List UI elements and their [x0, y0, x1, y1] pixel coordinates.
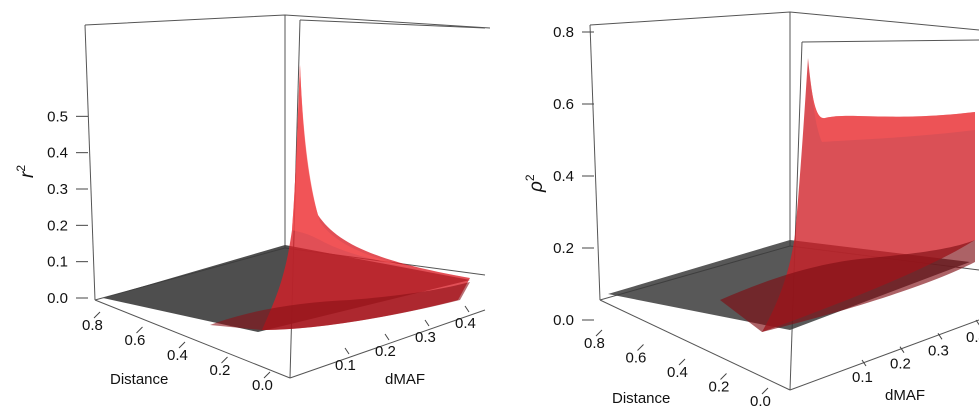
- y-tick-label: 0.1: [335, 357, 356, 374]
- x-tick-label: 0.8: [82, 317, 103, 334]
- y-tick-label: 0.3: [928, 342, 949, 359]
- box-left-back-edge: [589, 24, 601, 301]
- box-floor-front-right: [289, 309, 486, 379]
- z-tick-label: 0.8: [553, 24, 574, 41]
- z-tick-label: 0.2: [553, 240, 574, 257]
- distance-tick-group: 0.8 0.6 0.4 0.2 0.0: [82, 311, 273, 394]
- box-floor-front-left: [599, 299, 791, 391]
- z-tick-group: 0.0 0.2 0.4 0.6 0.8: [553, 24, 594, 329]
- chart-rho2-svg: 0.0 0.2 0.4 0.6 0.8 ρ2 0.8 0.6 0.4 0.2 0.0 Dista…: [523, 11, 979, 410]
- chart-panel-r2: 0.0 0.1 0.2 0.3 0.4 0.5 r2 0.8 0.6 0.4 0.2 0.0 Di…: [14, 14, 490, 394]
- y-tick-label: 0.2: [375, 343, 396, 360]
- y-tick-label: 0.4: [455, 315, 476, 332]
- x-tick-mark: [93, 311, 101, 319]
- y-tick-label: 0.4: [966, 329, 979, 346]
- x-tick-label: 0.0: [750, 393, 771, 410]
- box-floor-front-left: [94, 299, 291, 379]
- x-tick-mark: [595, 329, 603, 337]
- dmaf-tick-group: 0.1 0.2 0.3 0.4: [335, 305, 476, 374]
- x-tick-label: 0.6: [125, 332, 146, 349]
- z-tick-label: 0.5: [47, 108, 68, 125]
- box-top-back: [589, 11, 979, 31]
- z-tick-label: 0.0: [47, 290, 68, 307]
- x-tick-mark: [678, 358, 686, 366]
- z-tick-label: 0.1: [47, 254, 68, 271]
- x-tick-mark: [178, 341, 186, 349]
- z-axis-title: ρ2: [523, 174, 547, 193]
- x-tick-label: 0.4: [667, 364, 688, 381]
- y-tick-mark: [464, 305, 470, 313]
- box-front-vertical: [789, 41, 803, 391]
- x-tick-mark: [221, 356, 228, 364]
- surface-red-shadow: [210, 282, 470, 330]
- x-axis-title: Distance: [612, 390, 670, 407]
- box-top-front: [801, 39, 979, 43]
- z-tick-label: 0.6: [553, 96, 574, 113]
- surface-red-highlight: [808, 58, 975, 142]
- x-tick-label: 0.4: [167, 347, 188, 364]
- x-tick-mark: [637, 344, 644, 351]
- distance-tick-group: 0.8 0.6 0.4 0.2 0.0: [584, 329, 771, 410]
- z-tick-group: 0.0 0.1 0.2 0.3 0.4 0.5: [47, 108, 88, 307]
- x-tick-mark: [263, 371, 271, 379]
- dmaf-tick-group: 0.1 0.2 0.3 0.4: [852, 319, 979, 386]
- y-tick-label: 0.1: [852, 369, 873, 386]
- x-tick-mark: [720, 373, 727, 380]
- chart-panel-rho2: 0.0 0.2 0.4 0.6 0.8 ρ2 0.8 0.6 0.4 0.2 0.0 Dista…: [490, 0, 979, 418]
- y-tick-mark: [975, 319, 979, 326]
- surface-red-shadow: [720, 240, 975, 332]
- y-tick-mark: [861, 359, 867, 367]
- z-tick-label: 0.3: [47, 181, 68, 198]
- z-tick-label: 0.0: [553, 312, 574, 329]
- box-top-front: [299, 19, 486, 29]
- x-tick-mark: [136, 326, 143, 334]
- x-tick-mark: [761, 387, 769, 395]
- box-left-back-edge: [84, 24, 96, 301]
- z-tick-label: 0.4: [553, 168, 574, 185]
- y-tick-mark: [899, 346, 905, 353]
- y-tick-mark: [384, 333, 390, 341]
- y-tick-mark: [937, 333, 943, 340]
- x-tick-label: 0.0: [252, 377, 273, 394]
- z-axis-title: r2: [14, 165, 38, 178]
- x-tick-label: 0.2: [210, 362, 231, 379]
- x-tick-label: 0.8: [584, 335, 605, 352]
- x-tick-label: 0.6: [626, 350, 647, 367]
- box-floor-front-right: [789, 319, 979, 391]
- surface-red: [262, 65, 470, 330]
- x-tick-label: 0.2: [709, 379, 730, 396]
- z-tick-label: 0.4: [47, 145, 68, 162]
- y-axis-title: dMAF: [885, 387, 925, 404]
- y-tick-label: 0.2: [890, 356, 911, 373]
- x-axis-title: Distance: [110, 371, 168, 388]
- y-tick-label: 0.3: [415, 329, 436, 346]
- y-tick-mark: [344, 347, 350, 355]
- y-tick-mark: [424, 319, 430, 327]
- z-tick-label: 0.2: [47, 217, 68, 234]
- y-axis-title: dMAF: [385, 371, 425, 388]
- chart-r2-svg: 0.0 0.1 0.2 0.3 0.4 0.5 r2 0.8 0.6 0.4 0.2 0.0 Di…: [14, 14, 490, 394]
